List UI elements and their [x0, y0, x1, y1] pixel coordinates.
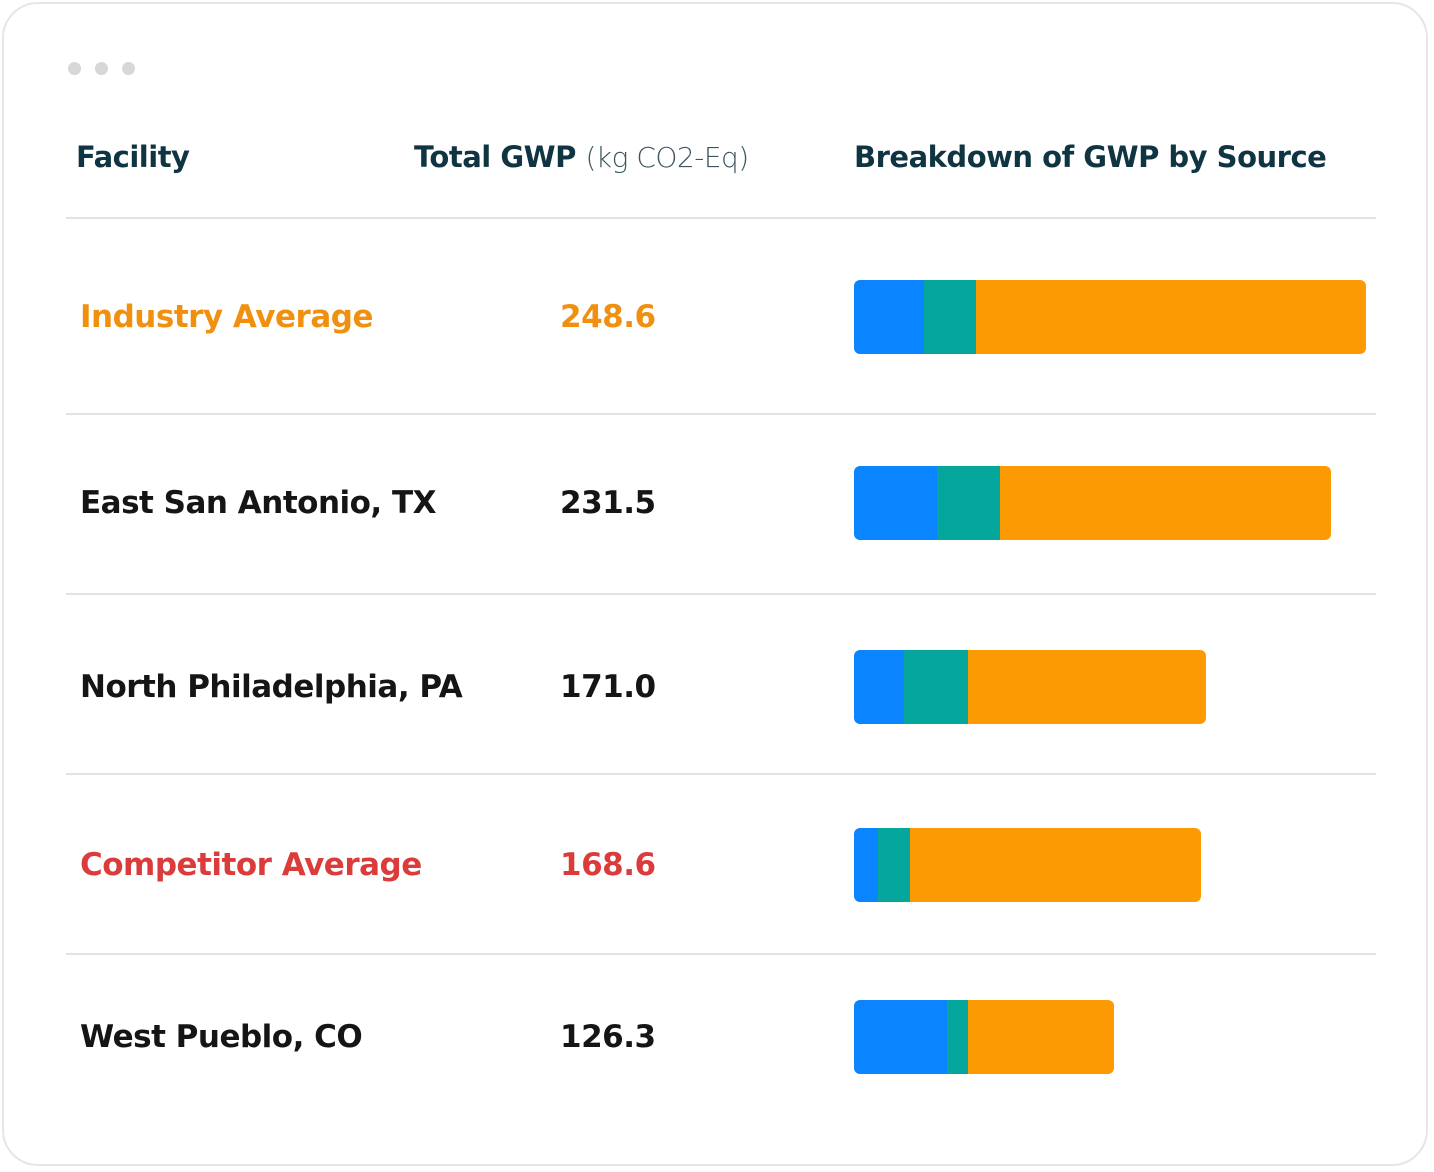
total-gwp-value: 248.6 [560, 299, 656, 335]
bar-segment-source-2 [924, 280, 976, 354]
header-facility: Facility [76, 140, 190, 174]
table-row[interactable]: Industry Average 248.6 [0, 280, 1434, 354]
window-dot-3[interactable] [122, 62, 135, 75]
facility-name: Industry Average [80, 299, 373, 335]
window-dot-1[interactable] [68, 62, 81, 75]
window-controls [68, 62, 135, 75]
table-row[interactable]: North Philadelphia, PA 171.0 [0, 650, 1434, 724]
bar-segment-source-2 [904, 650, 969, 724]
table-row[interactable]: East San Antonio, TX 231.5 [0, 466, 1434, 540]
bar-segment-source-1 [854, 466, 938, 540]
total-gwp-value: 231.5 [560, 485, 656, 521]
window-dot-2[interactable] [95, 62, 108, 75]
gwp-breakdown-bar[interactable] [854, 828, 1202, 902]
bar-segment-source-1 [854, 280, 925, 354]
bar-segment-source-2 [877, 828, 910, 902]
row-divider [66, 953, 1376, 955]
total-gwp-value: 168.6 [560, 847, 656, 883]
facility-name: North Philadelphia, PA [80, 669, 463, 705]
bar-segment-source-3 [909, 828, 1202, 902]
gwp-breakdown-bar[interactable] [854, 280, 1366, 354]
bar-segment-source-1 [854, 828, 878, 902]
header-breakdown: Breakdown of GWP by Source [854, 140, 1327, 174]
header-total-unit: (kg CO2-Eq) [585, 141, 749, 174]
row-divider [66, 413, 1376, 415]
facility-name: Competitor Average [80, 847, 422, 883]
bar-segment-source-1 [854, 650, 905, 724]
bar-segment-source-3 [968, 650, 1207, 724]
table-row[interactable]: West Pueblo, CO 126.3 [0, 1000, 1434, 1074]
header-total-gwp: Total GWP (kg CO2-Eq) [414, 140, 749, 174]
gwp-breakdown-bar[interactable] [854, 466, 1331, 540]
row-divider [66, 593, 1376, 595]
bar-segment-source-2 [937, 466, 1001, 540]
total-gwp-value: 171.0 [560, 669, 656, 705]
bar-segment-source-2 [946, 1000, 969, 1074]
table-row[interactable]: Competitor Average 168.6 [0, 828, 1434, 902]
bar-segment-source-3 [975, 280, 1366, 354]
total-gwp-value: 126.3 [560, 1019, 656, 1055]
row-divider [66, 773, 1376, 775]
bar-segment-source-3 [1000, 466, 1331, 540]
header-total-label: Total GWP [414, 140, 576, 174]
gwp-breakdown-bar[interactable] [854, 1000, 1115, 1074]
gwp-breakdown-bar[interactable] [854, 650, 1207, 724]
bar-segment-source-1 [854, 1000, 947, 1074]
bar-segment-source-3 [968, 1000, 1115, 1074]
facility-name: West Pueblo, CO [80, 1019, 363, 1055]
header-divider [66, 217, 1376, 219]
facility-name: East San Antonio, TX [80, 485, 437, 521]
